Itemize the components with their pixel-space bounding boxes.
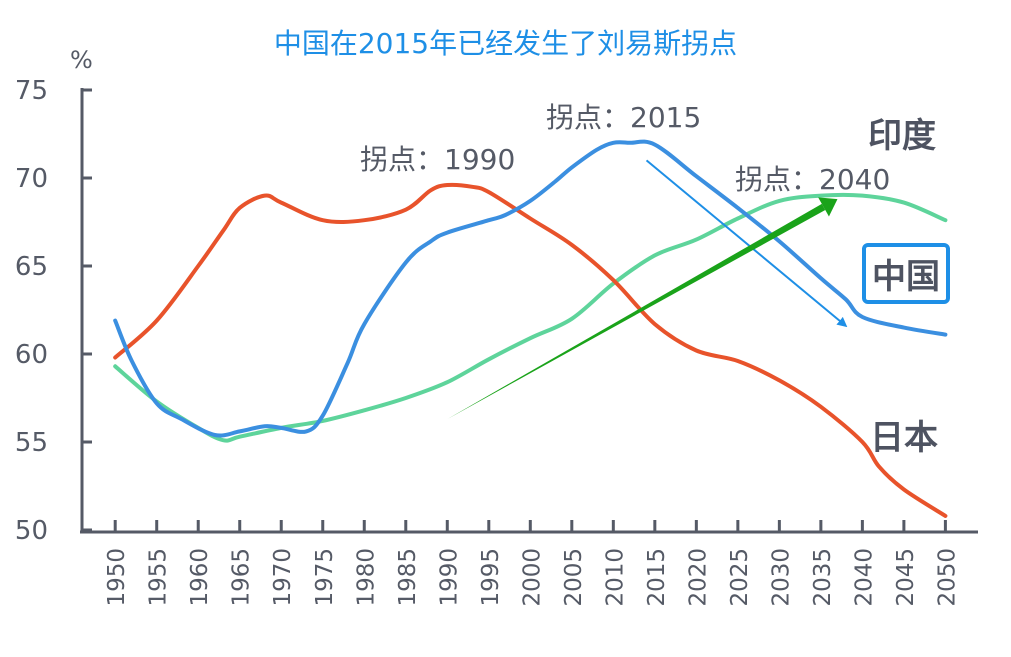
y-tick-label: 75 [15,76,48,106]
x-tick-label: 2010 [602,548,628,607]
x-tick-label: 2015 [644,548,670,607]
x-tick-label: 2045 [893,548,919,607]
y-tick-label: 65 [15,252,48,282]
x-tick-label: 1995 [478,548,504,607]
x-tick-label: 2030 [768,548,794,607]
series-label-china: 中国 [862,243,950,304]
x-tick-label: 1985 [395,548,421,607]
y-tick-label: 55 [15,428,48,458]
x-tick-label: 1950 [104,548,130,607]
trend-arrows [447,159,848,420]
annotation-1990: 拐点：1990 [360,143,516,176]
x-tick-label: 1975 [312,548,338,607]
trend-arrow-blue [645,159,848,328]
y-tick-label: 70 [15,164,48,194]
y-tick-label: 60 [15,340,48,370]
chart-title: 中国在2015年已经发生了刘易斯拐点 [273,27,738,60]
x-tick-label: 2025 [727,548,753,607]
x-tick-label: 2000 [519,548,545,607]
x-tick-label: 2020 [685,548,711,607]
y-axis-unit: % [70,46,93,74]
series-line-2 [113,192,948,443]
series-line-1 [113,182,948,518]
x-tick-label: 1980 [353,548,379,607]
x-tick-label: 2050 [934,548,960,607]
x-tick-label: 1970 [270,548,296,607]
series-label-japan: 日本 [870,418,938,458]
axes: 50 55 60 65 70 75 1950 1955 1960 1965 1970 1975 1980… [15,76,978,607]
x-tick-label: 1990 [436,548,462,607]
annotation-2040: 拐点：2040 [735,163,891,196]
x-tick-label: 2040 [851,548,877,607]
y-tick-label: 50 [15,516,48,546]
x-tick-label: 2035 [810,548,836,607]
annotation-2015: 拐点：2015 [546,101,702,134]
x-tick-label: 1955 [146,548,172,607]
x-tick-label: 1965 [229,548,255,607]
x-tick-label: 1960 [187,548,213,607]
trend-arrow-green-shaft [447,203,826,420]
trend-arrow-green-head [818,197,838,217]
x-tick-label: 2005 [561,548,587,607]
series-label-india: 印度 [868,116,936,156]
